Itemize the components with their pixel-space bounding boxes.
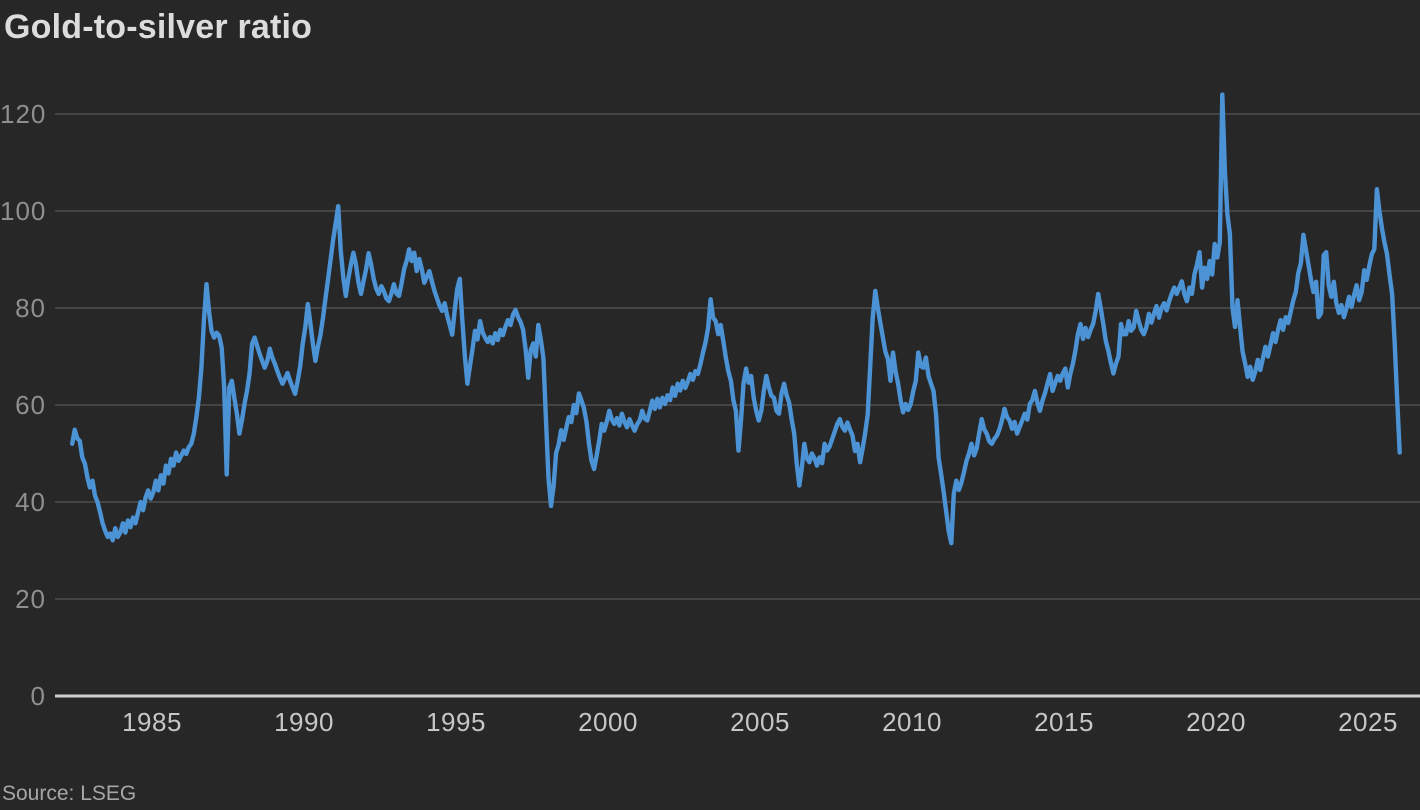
x-tick-label: 1995 <box>426 707 486 737</box>
x-tick-label: 2020 <box>1186 707 1246 737</box>
x-tick-label: 2010 <box>882 707 942 737</box>
x-tick-label: 2025 <box>1338 707 1398 737</box>
ratio-line-series <box>69 92 1402 546</box>
gridlines <box>55 113 1420 698</box>
y-tick-label: 20 <box>15 584 46 614</box>
chart-title: Gold-to-silver ratio <box>4 8 313 46</box>
x-tick-label: 1990 <box>274 707 334 737</box>
source-label: Source: LSEG <box>2 782 137 805</box>
x-tick-label: 2005 <box>730 707 790 737</box>
y-tick-label: 120 <box>0 99 47 129</box>
x-tick-label: 1985 <box>122 707 182 737</box>
y-tick-label: 60 <box>15 390 46 420</box>
y-tick-label: 100 <box>0 196 47 226</box>
y-tick-label: 80 <box>15 293 46 323</box>
x-tick-label: 2000 <box>578 707 638 737</box>
x-tick-label: 2015 <box>1034 707 1094 737</box>
y-tick-label: 40 <box>15 487 46 517</box>
y-tick-label: 0 <box>30 681 46 711</box>
